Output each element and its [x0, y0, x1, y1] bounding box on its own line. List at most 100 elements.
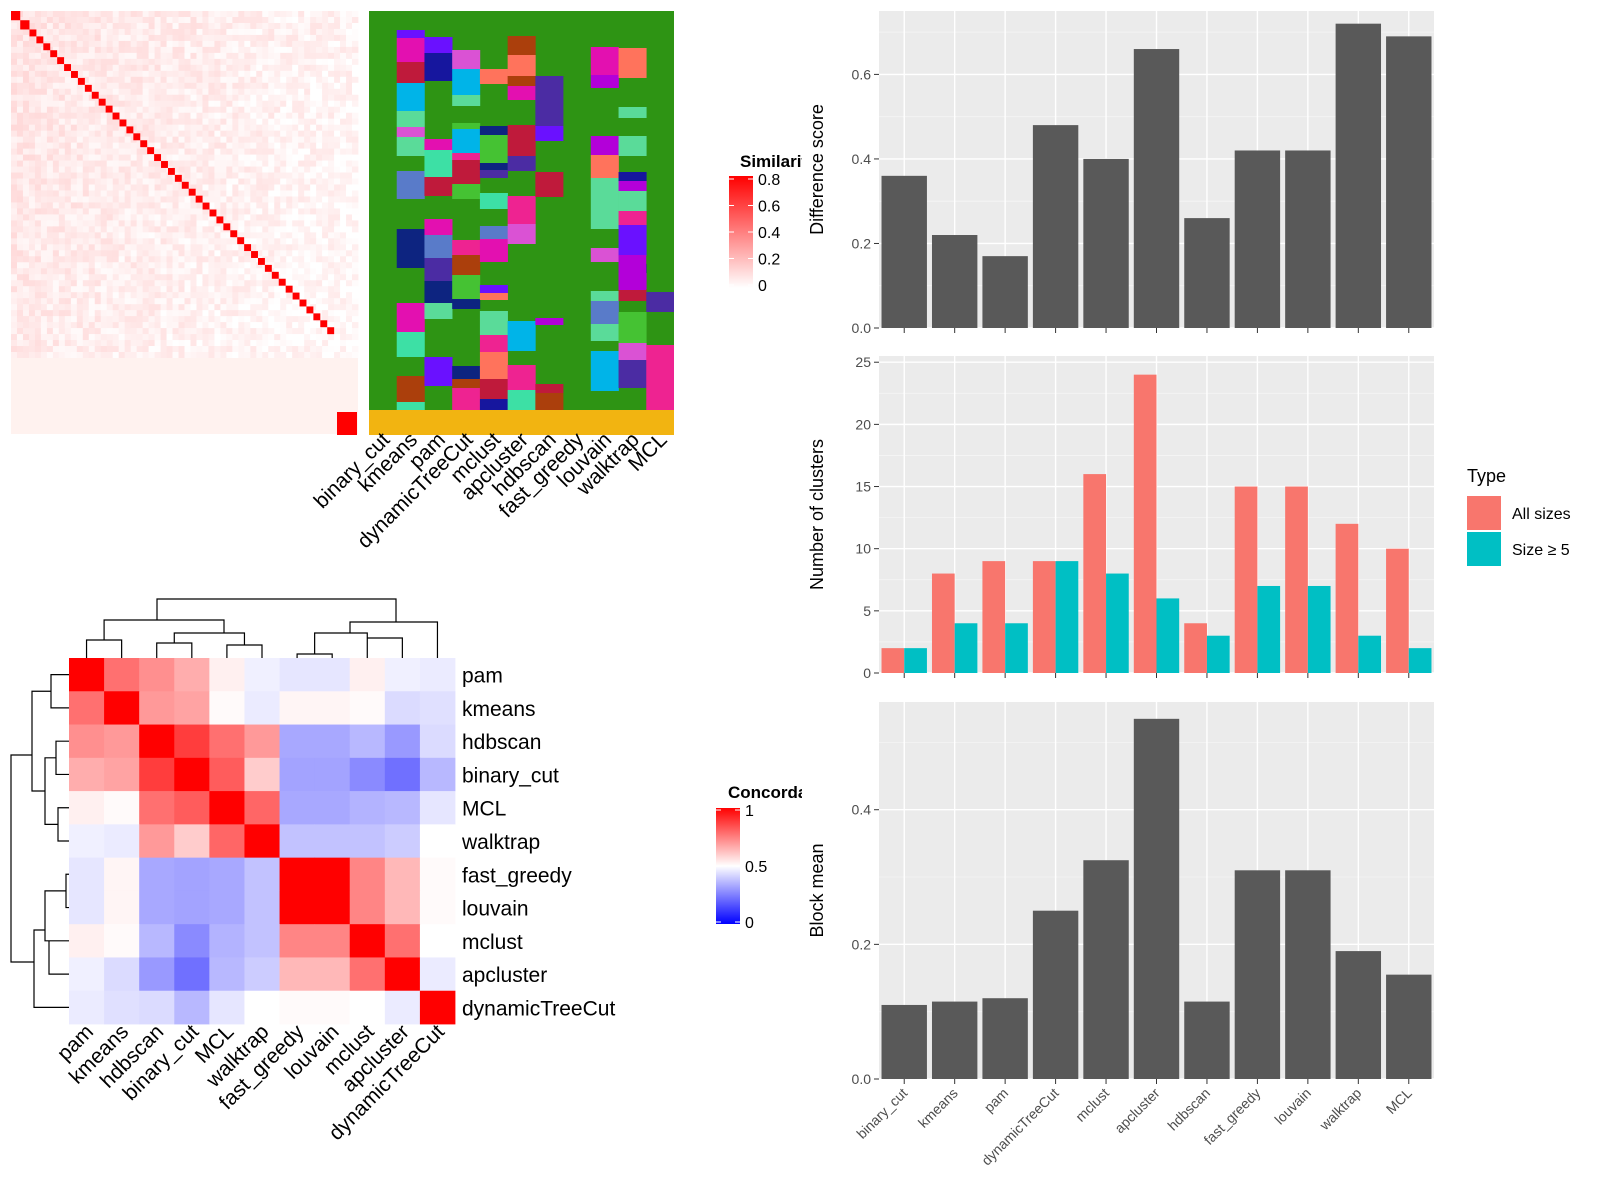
- similarity-cell: [346, 274, 353, 281]
- similarity-cell: [166, 250, 173, 257]
- concordance-cell: [209, 990, 245, 1025]
- similarity-cell: [88, 226, 96, 233]
- similarity-cell: [280, 316, 287, 323]
- similarity-cell: [76, 154, 84, 161]
- y-tick-label: 0.0: [852, 320, 872, 336]
- similarity-cell: [130, 46, 138, 54]
- similarity-cell: [52, 88, 60, 96]
- similarity-cell: [118, 52, 126, 60]
- concordance-cell: [139, 990, 175, 1025]
- similarity-cell: [112, 52, 120, 60]
- similarity-cell: [136, 202, 144, 209]
- concordance-row-label: MCL: [462, 798, 506, 821]
- similarity-cell: [70, 16, 78, 24]
- similarity-cell: [280, 292, 287, 299]
- similarity-cell: [52, 220, 60, 227]
- similarity-cell: [214, 262, 221, 269]
- similarity-cell: [148, 40, 155, 48]
- similarity-cell: [226, 58, 233, 66]
- similarity-cell: [286, 154, 293, 161]
- y-tick-label: 0.4: [852, 151, 872, 167]
- similarity-cell: [28, 244, 36, 251]
- similarity-cell: [196, 82, 203, 90]
- similarity-cell: [202, 136, 209, 144]
- similarity-cell: [16, 28, 24, 36]
- similarity-cell: [208, 304, 215, 311]
- similarity-cell: [328, 220, 335, 227]
- similarity-cell: [100, 340, 108, 347]
- similarity-cell: [352, 118, 359, 126]
- similarity-cell: [94, 34, 102, 42]
- similarity-cell: [106, 58, 114, 66]
- similarity-cell: [184, 202, 191, 209]
- similarity-cell: [244, 154, 251, 161]
- similarity-cell: [112, 184, 120, 191]
- similarity-cell: [160, 208, 167, 215]
- y-tick-label: 5: [863, 603, 871, 619]
- similarity-cell: [52, 46, 60, 54]
- similarity-cell: [88, 184, 96, 191]
- similarity-cell: [202, 250, 209, 257]
- similarity-cell: [130, 184, 138, 191]
- similarity-cell: [118, 214, 126, 221]
- similarity-cell: [130, 316, 138, 323]
- similarity-cell: [106, 172, 114, 179]
- similarity-diagonal-block: [306, 306, 314, 314]
- similarity-cell: [46, 52, 54, 60]
- similarity-cell: [238, 166, 245, 173]
- similarity-cell: [202, 274, 209, 281]
- similarity-cell: [106, 316, 114, 323]
- similarity-cell: [58, 316, 66, 323]
- similarity-cell: [100, 40, 108, 48]
- similarity-cell: [262, 274, 269, 281]
- similarity-cell: [148, 100, 155, 108]
- similarity-cell: [196, 268, 203, 275]
- similarity-cell: [100, 352, 108, 359]
- similarity-cell: [82, 268, 90, 275]
- similarity-cell: [106, 256, 114, 263]
- similarity-cell: [64, 76, 72, 84]
- similarity-cell: [106, 196, 114, 203]
- similarity-cell: [292, 208, 299, 215]
- y-tick-label: 0: [863, 665, 871, 681]
- similarity-cell: [256, 16, 263, 24]
- similarity-cell: [112, 322, 120, 329]
- similarity-cell: [82, 142, 90, 149]
- similarity-cell: [250, 328, 257, 335]
- similarity-cell: [82, 244, 90, 251]
- similarity-cell: [304, 112, 311, 120]
- similarity-cell: [232, 322, 239, 329]
- similarity-cell: [106, 76, 114, 84]
- concordance-cell: [279, 857, 316, 892]
- bar: [1234, 150, 1281, 328]
- concordance-cell: [174, 890, 210, 925]
- similarity-cell: [136, 22, 144, 30]
- similarity-cell: [286, 292, 293, 299]
- similarity-cell: [136, 82, 144, 90]
- similarity-cell: [148, 94, 155, 102]
- similarity-cell: [286, 112, 293, 120]
- similarity-cell: [52, 82, 60, 90]
- similarity-cell: [28, 184, 36, 191]
- similarity-cell: [70, 46, 78, 54]
- similarity-cell: [64, 118, 72, 126]
- similarity-cell: [142, 226, 149, 233]
- similarity-cell: [148, 76, 155, 84]
- similarity-cell: [346, 226, 353, 233]
- membership-cell: [590, 75, 619, 88]
- similarity-cell: [28, 124, 36, 132]
- similarity-cell: [340, 232, 347, 239]
- similarity-cell: [94, 52, 102, 60]
- similarity-cell: [184, 310, 191, 317]
- similarity-cell: [292, 70, 299, 78]
- membership-cell: [479, 399, 508, 410]
- similarity-cell: [88, 310, 96, 317]
- similarity-cell: [304, 220, 311, 227]
- similarity-cell: [148, 214, 155, 221]
- similarity-cell: [100, 262, 108, 269]
- similarity-cell: [28, 22, 36, 30]
- similarity-cell: [124, 70, 132, 78]
- similarity-cell: [88, 142, 96, 149]
- similarity-cell: [118, 310, 126, 317]
- similarity-cell: [172, 52, 179, 60]
